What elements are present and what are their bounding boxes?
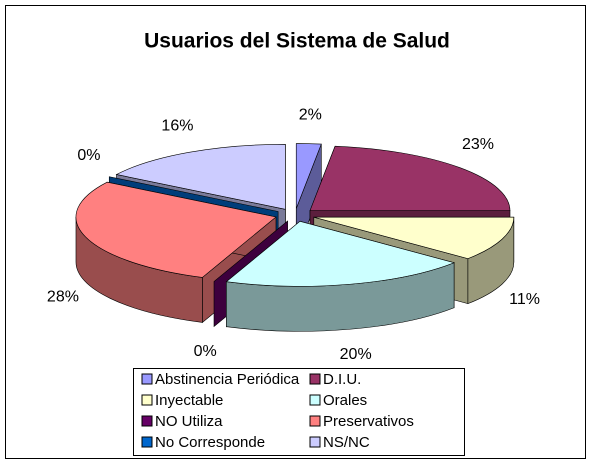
slice-top [75, 181, 277, 278]
legend-box [133, 368, 465, 456]
data-label: 16% [161, 117, 193, 134]
slice-top [309, 145, 511, 212]
slice-top [115, 144, 286, 210]
data-label: 2% [299, 107, 322, 124]
legend-label: Orales [323, 392, 367, 409]
slice [225, 220, 456, 332]
legend-label: No Corresponde [155, 434, 265, 451]
slice-top [295, 143, 322, 209]
slice-top [313, 216, 515, 259]
data-label: 11% [509, 291, 540, 308]
data-label: 23% [462, 136, 494, 153]
legend-swatch [309, 394, 321, 406]
legend-swatch [141, 373, 153, 385]
legend-swatch [141, 436, 153, 448]
legend-swatch [309, 373, 321, 385]
legend-swatch [309, 415, 321, 427]
legend-label: NO Utiliza [155, 413, 223, 430]
legend-swatch [141, 394, 153, 406]
legend-label: Preservativos [323, 413, 414, 430]
data-label: 28% [47, 288, 79, 305]
legend-swatch [309, 436, 321, 448]
legend-label: D.I.U. [323, 371, 361, 388]
chart-title: Usuarios del Sistema de Salud [144, 30, 450, 53]
data-label: 0% [194, 343, 217, 360]
legend-swatch [141, 415, 153, 427]
data-label: 0% [77, 147, 100, 164]
legend-label: Inyectable [155, 392, 223, 409]
slice-top [225, 220, 456, 287]
legend-label: NS/NC [323, 434, 370, 451]
legend-label: Abstinencia Periódica [155, 371, 300, 388]
slice [75, 181, 277, 324]
data-label: 20% [340, 346, 372, 363]
